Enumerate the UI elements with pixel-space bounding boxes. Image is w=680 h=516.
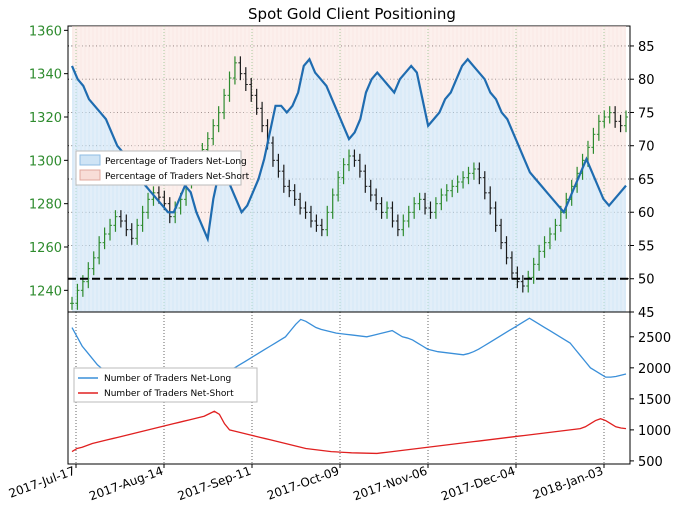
legend-net-short-label: Percentage of Traders Net-Short bbox=[105, 172, 250, 182]
traders-panel-frame bbox=[67, 311, 631, 465]
date-axis-label: 2017-Jul-17 bbox=[7, 464, 77, 501]
legend-trader-count: Number of Traders Net-Long Number of Tra… bbox=[73, 367, 258, 403]
count-axis-label: 500 bbox=[638, 455, 663, 470]
date-axis-label: 2017-Sep-11 bbox=[176, 464, 253, 504]
legend-trader-count-box bbox=[73, 367, 258, 403]
legend-short-count-label: Number of Traders Net-Short bbox=[104, 389, 234, 399]
date-axis-label: 2017-Oct-09 bbox=[265, 464, 341, 503]
net-short-count-line bbox=[71, 410, 627, 455]
pct-axis-label: 80 bbox=[638, 73, 655, 88]
net-short-area bbox=[72, 26, 626, 239]
price-axis-label: 1320 bbox=[29, 111, 62, 126]
legend-percentage-box bbox=[75, 150, 242, 186]
count-axis-label: 1500 bbox=[638, 393, 671, 408]
count-axis-label: 1000 bbox=[638, 424, 671, 439]
legend-net-long-swatch bbox=[79, 154, 101, 166]
legend-long-count-label: Number of Traders Net-Long bbox=[104, 374, 231, 384]
legend-percentage: Percentage of Traders Net-Long Percentag… bbox=[75, 150, 250, 186]
pct-axis-label: 65 bbox=[638, 173, 655, 188]
pct-axis-label: 85 bbox=[638, 40, 655, 55]
price-axis-label: 1340 bbox=[29, 68, 62, 83]
date-axis-label: 2017-Nov-06 bbox=[351, 464, 429, 504]
legend-net-short-swatch bbox=[79, 169, 101, 181]
price-axis-label: 1300 bbox=[29, 154, 62, 169]
chart-title: Spot Gold Client Positioning bbox=[248, 5, 456, 23]
date-axis-label: 2017-Aug-14 bbox=[87, 464, 165, 504]
net-long-percentage-line bbox=[70, 57, 627, 243]
net-long-area bbox=[72, 59, 626, 312]
count-axis-label: 2000 bbox=[638, 362, 671, 377]
pct-axis-label: 70 bbox=[638, 140, 655, 155]
price-axis-label: 1240 bbox=[29, 284, 62, 299]
price-axis-label: 1260 bbox=[29, 241, 62, 256]
date-axis-label: 2018-Jan-03 bbox=[531, 464, 605, 502]
pct-axis-label: 60 bbox=[638, 206, 655, 221]
price-axis-label: 1360 bbox=[29, 24, 62, 39]
pct-axis-label: 45 bbox=[638, 306, 655, 321]
price-axis-label: 1280 bbox=[29, 198, 62, 213]
pct-axis-label: 75 bbox=[638, 106, 655, 121]
pct-axis-label: 50 bbox=[638, 273, 655, 288]
pct-axis-label: 55 bbox=[638, 239, 655, 254]
count-axis-label: 2500 bbox=[638, 331, 671, 346]
legend-net-long-label: Percentage of Traders Net-Long bbox=[105, 157, 247, 167]
date-axis-label: 2017-Dec-04 bbox=[439, 464, 517, 504]
